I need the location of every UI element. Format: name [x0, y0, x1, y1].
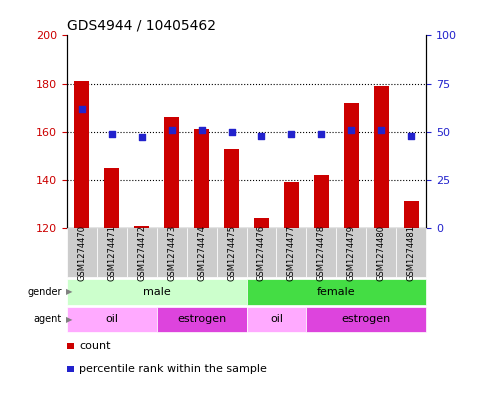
Text: percentile rank within the sample: percentile rank within the sample	[79, 364, 267, 375]
Text: estrogen: estrogen	[342, 314, 391, 324]
Text: ▶: ▶	[66, 287, 72, 296]
Bar	[344, 103, 359, 228]
Text: GSM1274480: GSM1274480	[377, 224, 386, 281]
Text: estrogen: estrogen	[177, 314, 226, 324]
Bar	[254, 218, 269, 228]
Bar	[284, 182, 299, 228]
Point	[317, 130, 325, 137]
Bar	[224, 149, 239, 228]
Point	[168, 127, 176, 133]
Text: GDS4944 / 10405462: GDS4944 / 10405462	[67, 19, 215, 33]
Text: oil: oil	[105, 314, 118, 324]
Text: GSM1274470: GSM1274470	[77, 224, 86, 281]
Text: oil: oil	[270, 314, 283, 324]
Text: GSM1274476: GSM1274476	[257, 224, 266, 281]
Bar	[194, 129, 209, 228]
Text: ▶: ▶	[66, 315, 72, 324]
Bar	[74, 81, 89, 228]
Bar	[314, 175, 329, 228]
Bar	[134, 226, 149, 228]
Text: female: female	[317, 287, 356, 297]
Text: GSM1274479: GSM1274479	[347, 224, 356, 281]
Point	[228, 129, 236, 135]
Text: count: count	[79, 341, 110, 351]
Bar	[104, 168, 119, 228]
Text: GSM1274471: GSM1274471	[107, 224, 116, 281]
Point	[378, 127, 386, 133]
Point	[138, 134, 145, 141]
Text: GSM1274481: GSM1274481	[407, 224, 416, 281]
Point	[107, 130, 115, 137]
Text: GSM1274478: GSM1274478	[317, 224, 326, 281]
Bar	[404, 202, 419, 228]
Point	[408, 132, 416, 139]
Text: agent: agent	[34, 314, 62, 324]
Text: GSM1274474: GSM1274474	[197, 224, 206, 281]
Text: GSM1274477: GSM1274477	[287, 224, 296, 281]
Bar	[374, 86, 389, 228]
Text: GSM1274472: GSM1274472	[137, 224, 146, 281]
Point	[198, 127, 206, 133]
Text: GSM1274475: GSM1274475	[227, 224, 236, 281]
Text: GSM1274473: GSM1274473	[167, 224, 176, 281]
Bar	[164, 117, 179, 228]
Point	[257, 132, 265, 139]
Point	[287, 130, 295, 137]
Point	[348, 127, 355, 133]
Text: gender: gender	[27, 287, 62, 297]
Text: male: male	[142, 287, 171, 297]
Point	[77, 105, 85, 112]
